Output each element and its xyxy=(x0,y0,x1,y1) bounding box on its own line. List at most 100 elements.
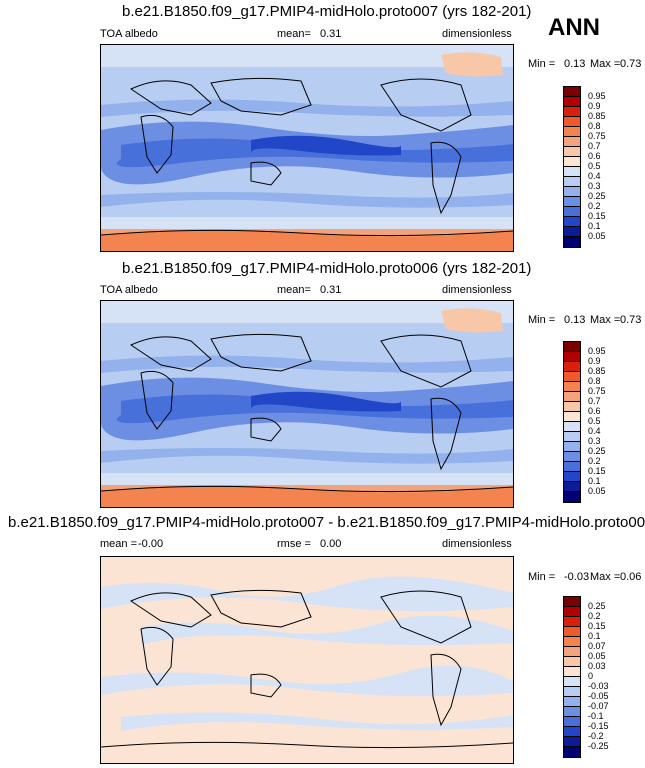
panel-2-units: dimensionless xyxy=(442,284,512,296)
panel-3-colorbar-cell xyxy=(564,597,580,607)
panel-2-colorbar-cell xyxy=(564,482,580,492)
panel-1-colorbar-ticks: 0.95 0.9 0.85 0.8 0.75 0.7 0.6 0.5 0.4 0.3 0.25 0.2… xyxy=(588,91,628,251)
panel-3-colorbar-cell xyxy=(564,687,580,697)
panel-2-colorbar-cell xyxy=(564,352,580,362)
panel-2-colorbar-tick-label: 0.6 xyxy=(588,406,601,416)
panel-2-colorbar-tick-label: 0.85 xyxy=(588,366,606,376)
panel-3-colorbar-cell xyxy=(564,737,580,747)
panel-2-max-label: Max = xyxy=(590,314,621,326)
panel-3-colorbar-tick-label: -0.07 xyxy=(588,701,609,711)
panel-1-mean-label: mean= xyxy=(277,28,311,40)
panel-1-colorbar-cell xyxy=(564,177,580,187)
panel-3-map-svg xyxy=(101,557,513,763)
panel-3-colorbar-tick-label: 0.07 xyxy=(588,641,606,651)
panel-2-colorbar-cell xyxy=(564,402,580,412)
panel-2-colorbar-cell xyxy=(564,422,580,432)
panel-3-mean-value: -0.00 xyxy=(138,538,164,550)
panel-2-colorbar-cell xyxy=(564,442,580,452)
season-label: ANN xyxy=(548,14,600,41)
panel-3-max-label: Max = xyxy=(590,571,621,583)
panel-2-min-label: Min = xyxy=(528,314,556,326)
panel-2-colorbar-tick-label: 0.15 xyxy=(588,466,606,476)
panel-3-colorbar-tick-label: -0.15 xyxy=(588,721,609,731)
panel-1-colorbar-cell xyxy=(564,167,580,177)
panel-2-colorbar-tick-label: 0.75 xyxy=(588,386,606,396)
panel-2-max-value: 0.73 xyxy=(620,314,642,326)
panel-3-colorbar-tick-label: -0.2 xyxy=(588,731,604,741)
panel-1-colorbar-tick-label: 0.5 xyxy=(588,161,601,171)
panel-1-colorbar-cell xyxy=(564,217,580,227)
panel-1-units: dimensionless xyxy=(442,28,512,40)
panel-3-min-label: Min = xyxy=(528,571,556,583)
panel-2-min-value: 0.13 xyxy=(564,314,586,326)
panel-3-title: b.e21.B1850.f09_g17.PMIP4-midHolo.proto0… xyxy=(8,514,645,531)
panel-1-colorbar-tick-label: 0.6 xyxy=(588,151,601,161)
panel-1-colorbar-cell xyxy=(564,157,580,167)
panel-2-colorbar-tick-label: 0.9 xyxy=(588,356,601,366)
panel-1-map-svg xyxy=(101,45,513,251)
panel-3-colorbar-cell xyxy=(564,657,580,667)
panel-3-colorbar-tick-label: 0.15 xyxy=(588,621,606,631)
panel-2-colorbar-cell xyxy=(564,382,580,392)
panel-2-colorbar-cell xyxy=(564,452,580,462)
panel-2-mean-value: 0.31 xyxy=(320,284,342,296)
panel-2-colorbar-tick-label: 0.05 xyxy=(588,486,606,496)
panel-1-colorbar-tick-label: 0.1 xyxy=(588,221,601,231)
panel-2-colorbar-tick-label: 0.1 xyxy=(588,476,601,486)
panel-2-colorbar-cell xyxy=(564,462,580,472)
panel-3-colorbar-tick-label: -0.03 xyxy=(588,681,609,691)
panel-1-colorbar-cell xyxy=(564,147,580,157)
panel-1-colorbar-tick-label: 0.8 xyxy=(588,121,601,131)
panel-1-colorbar-tick-label: 0.3 xyxy=(588,181,601,191)
panel-3-units: dimensionless xyxy=(442,538,512,550)
panel-1-variable-label: TOA albedo xyxy=(100,28,158,40)
panel-3-colorbar-cell xyxy=(564,607,580,617)
panel-1-colorbar-tick-label: 0.2 xyxy=(588,201,601,211)
panel-1-colorbar-cell xyxy=(564,127,580,137)
panel-1-colorbar-cell xyxy=(564,187,580,197)
panel-3-colorbar-cell xyxy=(564,717,580,727)
panel-2-colorbar-tick-label: 0.25 xyxy=(588,446,606,456)
panel-3-colorbar-cell xyxy=(564,617,580,627)
panel-2-colorbar-cell xyxy=(564,412,580,422)
panel-3-min-value: -0.03 xyxy=(564,571,590,583)
panel-1-colorbar-cell xyxy=(564,97,580,107)
panel-1-colorbar-tick-label: 0.85 xyxy=(588,111,606,121)
panel-1-colorbar xyxy=(563,86,581,248)
panel-1-colorbar-cell xyxy=(564,197,580,207)
panel-3-colorbar-cell xyxy=(564,677,580,687)
panel-2-colorbar-cell xyxy=(564,472,580,482)
panel-1-map xyxy=(100,44,514,252)
panel-2-variable-label: TOA albedo xyxy=(100,284,158,296)
panel-3-rmse-label: rmse = xyxy=(277,538,311,550)
panel-3-colorbar-tick-label: 0.25 xyxy=(588,601,606,611)
panel-3-max-value: 0.06 xyxy=(620,571,642,583)
panel-3-colorbar-ticks: 0.25 0.2 0.15 0.1 0.07 0.05 0.03 0 -0.03 -0.05 -0.… xyxy=(588,601,628,761)
panel-1-colorbar-cell xyxy=(564,137,580,147)
panel-3-colorbar-tick-label: 0.1 xyxy=(588,631,601,641)
panel-1-colorbar-tick-label: 0.15 xyxy=(588,211,606,221)
panel-1-colorbar-cell xyxy=(564,237,580,247)
panel-1-colorbar-tick-label: 0.75 xyxy=(588,131,606,141)
panel-3-colorbar-cell xyxy=(564,647,580,657)
panel-3-colorbar-tick-label: -0.1 xyxy=(588,711,604,721)
panel-2-colorbar-cell xyxy=(564,372,580,382)
panel-2-colorbar-cell xyxy=(564,342,580,352)
panel-3-colorbar-cell xyxy=(564,667,580,677)
panel-3-colorbar-cell xyxy=(564,707,580,717)
panel-1-min-value: 0.13 xyxy=(564,58,586,70)
panel-2-map-svg xyxy=(101,301,513,507)
panel-1-colorbar-cell xyxy=(564,227,580,237)
panel-1-colorbar-tick-label: 0.9 xyxy=(588,101,601,111)
panel-3-colorbar xyxy=(563,596,581,758)
panel-3-colorbar-tick-label: 0.05 xyxy=(588,651,606,661)
panel-1-max-value: 0.73 xyxy=(620,58,642,70)
panel-1-colorbar-cell xyxy=(564,107,580,117)
panel-2-colorbar-tick-label: 0.95 xyxy=(588,346,606,356)
panel-3-colorbar-cell xyxy=(564,727,580,737)
panel-1-mean-value: 0.31 xyxy=(320,28,342,40)
panel-2-colorbar-tick-label: 0.8 xyxy=(588,376,601,386)
panel-2-colorbar-tick-label: 0.4 xyxy=(588,426,601,436)
panel-1-colorbar-tick-label: 0.95 xyxy=(588,91,606,101)
panel-2-colorbar-cell xyxy=(564,492,580,502)
